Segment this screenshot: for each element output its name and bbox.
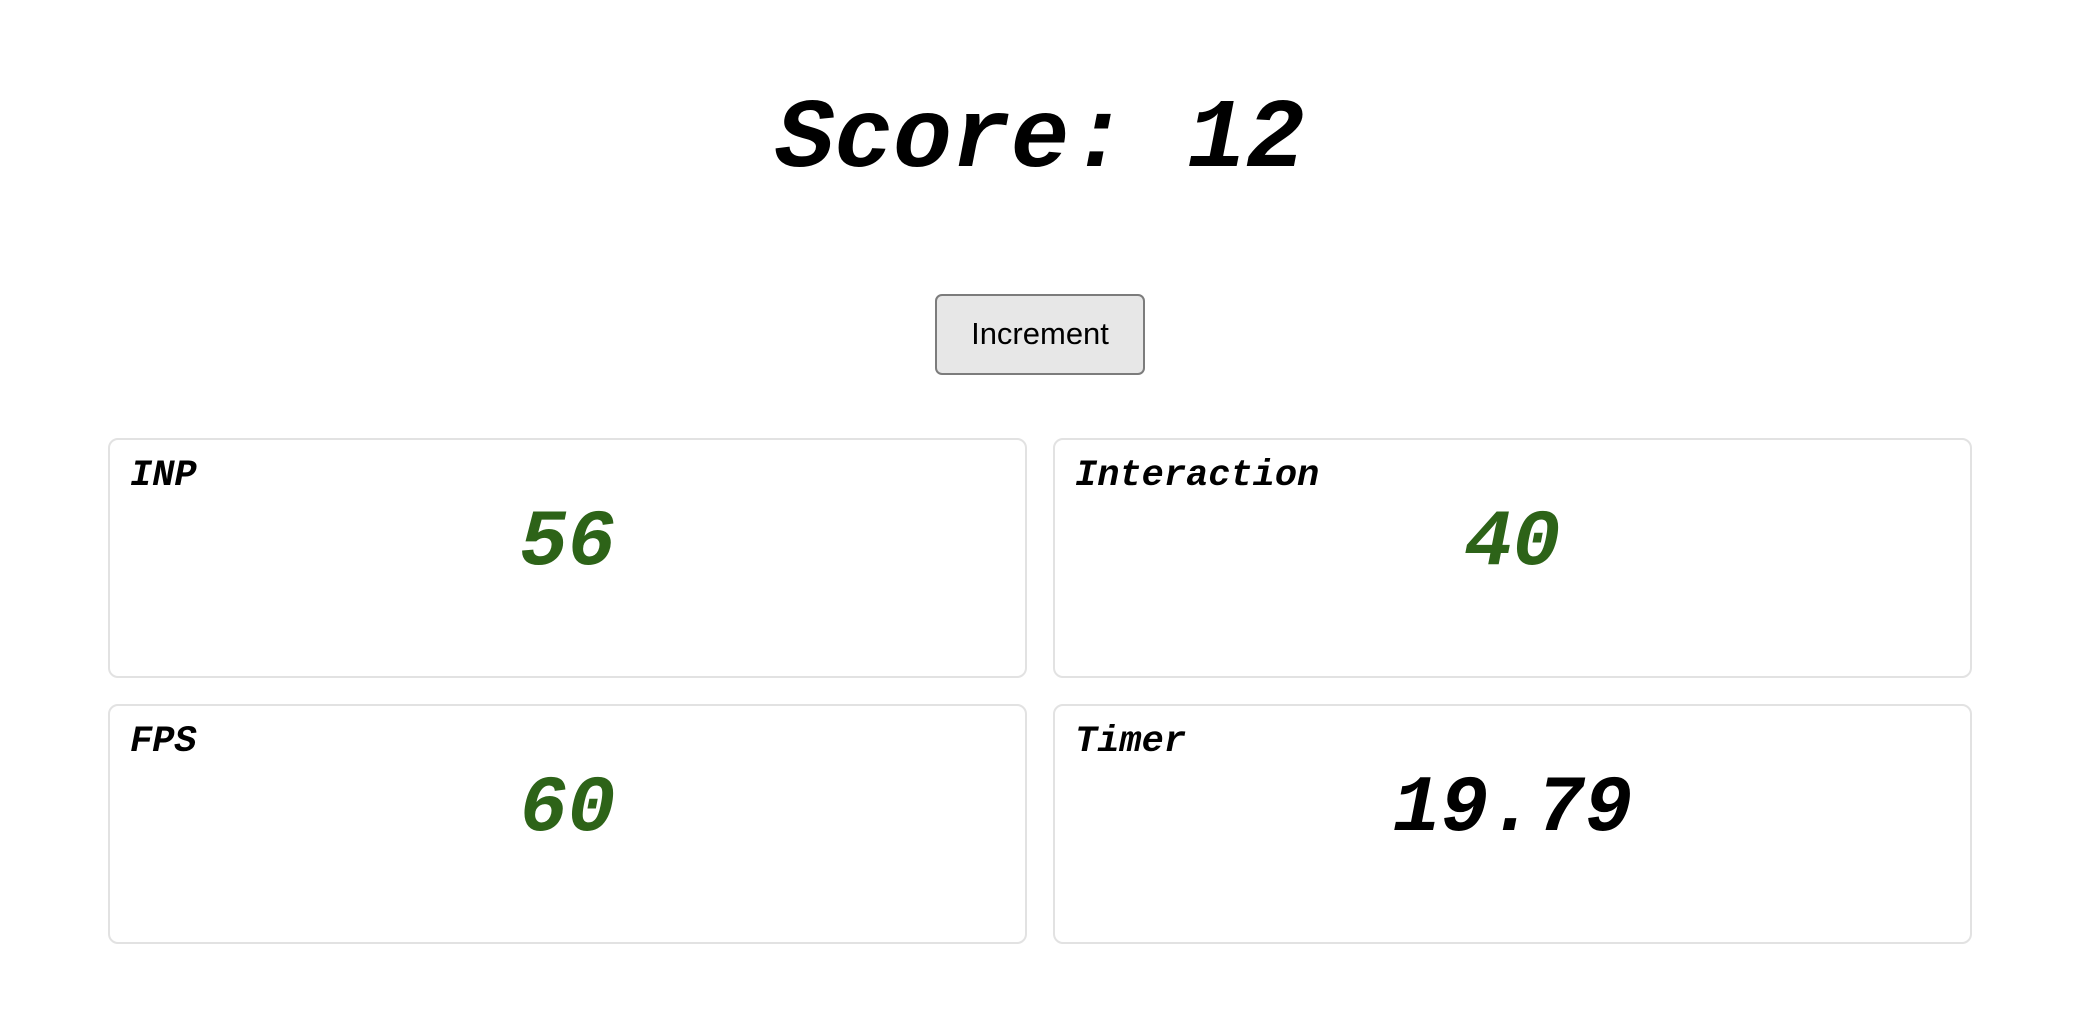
metrics-grid: INP 56 Interaction 40 FPS 60 Timer 19.79 [108,438,1972,944]
metric-value: 60 [519,764,616,855]
metric-card-timer: Timer 19.79 [1053,704,1972,944]
metric-label: Interaction [1075,455,1320,497]
metric-card-inp: INP 56 [108,438,1027,678]
metric-label: Timer [1075,721,1187,763]
metric-card-interaction: Interaction 40 [1053,438,1972,678]
controls-row: Increment [0,294,2080,375]
metric-value: 40 [1464,498,1561,589]
metric-label: INP [130,455,197,497]
increment-button[interactable]: Increment [935,294,1145,375]
metric-label: FPS [130,721,197,763]
metric-value: 19.79 [1392,764,1633,855]
page-title: Score: 12 [775,85,1305,196]
metric-card-fps: FPS 60 [108,704,1027,944]
metric-value: 56 [519,498,616,589]
